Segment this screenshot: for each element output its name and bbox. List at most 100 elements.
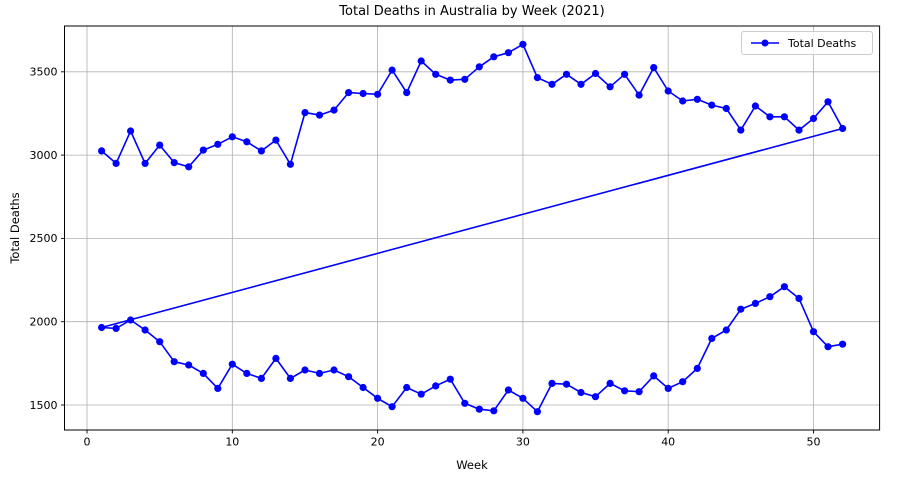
data-point-marker xyxy=(606,379,614,387)
data-point-marker xyxy=(780,113,789,121)
data-point-marker xyxy=(635,91,643,99)
data-point-marker xyxy=(432,70,440,78)
data-point-marker xyxy=(228,360,236,368)
data-point-marker xyxy=(388,66,396,74)
y-axis-label: Total Deaths xyxy=(8,192,22,264)
data-point-marker xyxy=(417,390,425,398)
data-point-marker xyxy=(635,388,643,396)
data-point-marker xyxy=(621,387,629,395)
x-axis-label: Week xyxy=(456,458,488,472)
data-point-marker xyxy=(475,405,483,413)
data-point-marker xyxy=(809,328,818,336)
data-point-marker xyxy=(708,101,716,109)
data-point-marker xyxy=(475,63,483,71)
data-point-marker xyxy=(272,136,280,144)
data-point-marker xyxy=(98,147,106,155)
data-point-marker xyxy=(403,89,411,97)
data-point-marker xyxy=(577,388,585,397)
data-point-marker xyxy=(504,386,512,394)
data-point-marker xyxy=(330,366,338,374)
data-point-marker xyxy=(679,97,687,105)
data-point-marker xyxy=(562,380,571,388)
y-tick-label: 3000 xyxy=(30,149,58,162)
data-point-marker xyxy=(664,384,672,392)
data-point-marker xyxy=(286,160,294,168)
data-point-marker xyxy=(693,364,701,372)
data-point-marker xyxy=(127,316,135,324)
data-point-marker xyxy=(272,354,280,362)
data-point-marker xyxy=(548,379,556,387)
data-point-marker xyxy=(185,163,193,171)
data-point-marker xyxy=(795,294,803,302)
data-point-marker xyxy=(751,299,760,307)
data-point-marker xyxy=(127,127,135,135)
data-point-marker xyxy=(156,338,164,346)
data-point-marker xyxy=(708,334,716,342)
data-point-marker xyxy=(533,74,542,82)
data-point-marker xyxy=(737,126,745,134)
data-point-marker xyxy=(359,89,367,98)
data-point-marker xyxy=(374,394,382,402)
data-point-marker xyxy=(315,111,324,119)
data-point-marker xyxy=(301,109,309,117)
x-tick-label: 20 xyxy=(371,436,385,449)
data-point-marker xyxy=(112,324,120,332)
data-point-marker xyxy=(722,326,730,334)
x-tick-label: 50 xyxy=(806,436,820,449)
data-point-marker xyxy=(824,98,832,106)
data-point-marker xyxy=(766,293,774,301)
data-point-marker xyxy=(199,369,207,377)
data-point-marker xyxy=(446,76,454,84)
data-point-marker xyxy=(286,374,294,382)
data-point-marker xyxy=(737,305,745,313)
data-point-marker xyxy=(606,83,614,91)
data-point-marker xyxy=(722,104,730,113)
data-point-marker xyxy=(751,102,760,110)
data-point-marker xyxy=(548,80,556,88)
data-point-marker xyxy=(243,369,251,377)
data-point-marker xyxy=(679,378,687,386)
data-point-marker xyxy=(577,80,585,88)
data-point-marker xyxy=(170,358,178,366)
data-point-marker xyxy=(170,159,178,167)
data-point-marker xyxy=(461,399,469,407)
data-point-marker xyxy=(795,126,803,134)
data-point-marker xyxy=(417,57,425,65)
x-tick-label: 10 xyxy=(225,436,239,449)
data-point-marker xyxy=(650,372,658,380)
data-point-marker xyxy=(243,138,251,146)
data-point-marker xyxy=(228,133,236,141)
data-point-marker xyxy=(519,40,527,48)
data-point-marker xyxy=(141,159,149,167)
data-point-marker xyxy=(214,140,222,148)
data-point-marker xyxy=(461,75,469,83)
data-point-marker xyxy=(809,114,818,123)
data-point-marker xyxy=(315,369,324,377)
data-point-marker xyxy=(345,89,353,97)
data-point-marker xyxy=(112,159,120,167)
data-point-marker xyxy=(257,374,265,382)
data-point-marker xyxy=(156,141,164,149)
data-point-marker xyxy=(839,124,847,133)
data-point-marker xyxy=(664,87,672,95)
y-tick-label: 1500 xyxy=(30,399,58,412)
x-tick-label: 0 xyxy=(84,436,91,449)
data-point-marker xyxy=(257,147,265,155)
legend: Total Deaths xyxy=(741,31,873,55)
x-tick-label: 40 xyxy=(661,436,675,449)
data-point-marker xyxy=(374,90,382,98)
data-point-marker xyxy=(650,64,658,72)
data-point-marker xyxy=(766,113,774,121)
data-point-marker xyxy=(214,384,222,392)
data-point-marker xyxy=(199,146,207,154)
data-point-marker xyxy=(591,69,600,78)
data-point-marker xyxy=(621,70,629,78)
data-point-marker xyxy=(780,283,789,291)
chart-title: Total Deaths in Australia by Week (2021) xyxy=(339,4,605,19)
data-point-marker xyxy=(490,53,498,61)
data-point-marker xyxy=(562,70,571,78)
y-tick-label: 3500 xyxy=(30,66,58,79)
data-point-marker xyxy=(824,343,832,351)
data-point-marker xyxy=(490,407,498,415)
